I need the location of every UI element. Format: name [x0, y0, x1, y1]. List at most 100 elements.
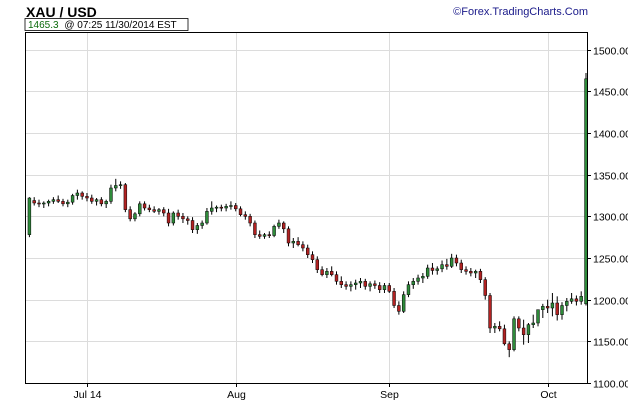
candle-body	[104, 201, 108, 205]
candle	[445, 258, 449, 270]
candle	[521, 319, 526, 345]
candle	[56, 195, 60, 203]
candle-body	[42, 202, 46, 205]
candle-body	[118, 184, 123, 186]
candle-body	[306, 247, 310, 255]
candle-body	[459, 262, 463, 270]
candle	[382, 283, 387, 293]
candle	[258, 230, 262, 239]
candle	[46, 199, 51, 207]
chart-title: XAU / USD	[26, 4, 97, 20]
candle-body	[123, 184, 128, 210]
candle	[224, 203, 228, 212]
candle	[27, 197, 32, 238]
candle-body	[536, 309, 540, 324]
candle	[99, 197, 104, 207]
candle-body	[94, 199, 99, 202]
candle-body	[210, 207, 214, 212]
candle	[483, 277, 487, 300]
candle	[425, 264, 430, 279]
candle-body	[454, 257, 459, 264]
y-tick-label: 1150.00	[593, 337, 628, 349]
candle	[569, 293, 574, 304]
candle	[210, 201, 214, 215]
y-axis: 1500.00 1450.00 1400.00 1350.00 1300.00 1250.…	[587, 46, 628, 391]
candle	[205, 208, 209, 225]
candle-body	[109, 187, 113, 202]
candle-body	[425, 267, 430, 277]
candle-body	[234, 205, 238, 210]
candle-body	[229, 205, 233, 207]
candle-body	[286, 228, 291, 244]
candle	[320, 266, 324, 277]
candle-body	[440, 264, 444, 270]
candle-body	[387, 285, 391, 292]
candle-body	[555, 302, 559, 315]
candle	[282, 221, 286, 233]
candle-body	[301, 244, 305, 249]
candle	[545, 299, 550, 313]
candle-body	[392, 291, 396, 306]
candle	[526, 323, 531, 343]
candle-body	[545, 306, 550, 309]
candle	[166, 208, 171, 227]
candle	[392, 288, 396, 308]
x-tick-label: Aug	[227, 389, 246, 401]
candle	[61, 198, 65, 207]
candle	[66, 199, 70, 208]
candle	[267, 231, 272, 238]
candle	[94, 198, 99, 206]
candle	[560, 302, 564, 320]
candle-body	[397, 305, 401, 312]
y-tick-label: 1400.00	[593, 129, 628, 141]
candle	[253, 220, 257, 238]
candle	[171, 211, 176, 226]
candle	[555, 296, 559, 321]
candle-body	[569, 298, 574, 302]
candle-body	[291, 241, 295, 244]
candle	[315, 256, 319, 273]
candle-body	[133, 213, 137, 220]
candle-body	[493, 326, 497, 329]
candle	[234, 203, 238, 212]
candle-body	[205, 211, 209, 224]
candle-body	[152, 209, 156, 212]
candle-body	[430, 267, 435, 271]
candle	[512, 316, 516, 352]
candle	[162, 207, 166, 217]
candle-body	[267, 234, 272, 236]
candle-body	[368, 283, 372, 287]
candle-body	[138, 203, 142, 215]
candle	[301, 241, 305, 252]
candle	[401, 291, 406, 313]
y-tick-label: 1300.00	[593, 212, 628, 224]
candle-body	[363, 281, 367, 287]
candle	[339, 276, 343, 288]
candle	[421, 273, 425, 283]
candle-body	[421, 276, 425, 279]
source-credit-link[interactable]: ©Forex.TradingCharts.Com	[453, 6, 588, 18]
candle	[306, 244, 310, 258]
x-axis: Jul 14AugSepOctNov	[73, 383, 557, 401]
candle-body	[507, 343, 511, 350]
candle-body	[224, 206, 228, 209]
candle	[411, 278, 415, 289]
candle-body	[517, 318, 521, 329]
candle-body	[162, 209, 166, 214]
candle	[493, 323, 497, 333]
candle-body	[401, 294, 406, 312]
candle-body	[157, 209, 161, 212]
candle-body	[550, 302, 555, 309]
candle	[363, 278, 367, 290]
candle	[219, 204, 224, 212]
candle-body	[128, 209, 132, 220]
candle-body	[195, 225, 200, 230]
candle	[373, 280, 377, 289]
y-tick-label: 1350.00	[593, 171, 628, 183]
last-quote-price: 1465.3	[28, 20, 59, 31]
candle-body	[171, 212, 176, 224]
candle	[473, 269, 478, 278]
candle-body	[541, 306, 545, 310]
candle	[80, 191, 84, 200]
